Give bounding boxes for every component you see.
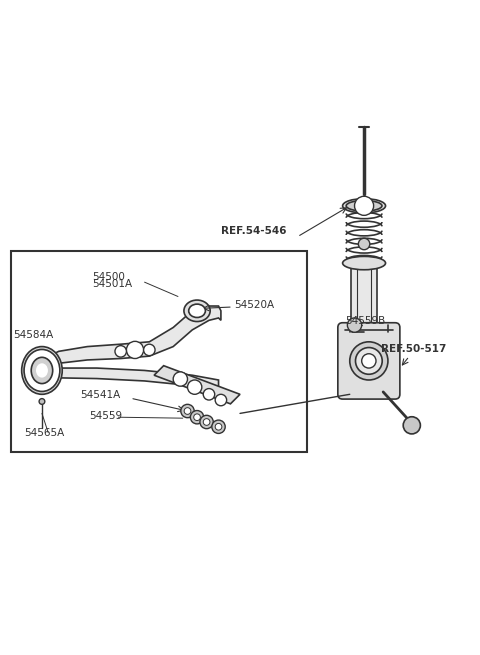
Text: 54559: 54559 — [90, 411, 123, 421]
Ellipse shape — [343, 198, 385, 213]
Ellipse shape — [346, 200, 382, 211]
Text: 54500: 54500 — [92, 272, 125, 282]
Ellipse shape — [343, 256, 385, 270]
Circle shape — [184, 407, 191, 415]
Polygon shape — [154, 365, 240, 404]
Circle shape — [200, 415, 213, 428]
Text: 54559B: 54559B — [345, 316, 385, 326]
Circle shape — [362, 354, 376, 368]
Bar — [11, 251, 307, 451]
Circle shape — [348, 318, 362, 332]
Circle shape — [359, 238, 370, 250]
Circle shape — [126, 341, 144, 358]
Polygon shape — [44, 368, 218, 390]
Circle shape — [215, 423, 222, 430]
Circle shape — [191, 411, 204, 424]
Text: 54520A: 54520A — [234, 301, 274, 310]
Circle shape — [355, 196, 373, 215]
Circle shape — [181, 404, 194, 418]
Ellipse shape — [24, 350, 60, 392]
Text: 54501A: 54501A — [92, 279, 132, 289]
FancyBboxPatch shape — [338, 323, 400, 399]
Circle shape — [194, 414, 200, 421]
Ellipse shape — [36, 364, 48, 378]
Circle shape — [403, 417, 420, 434]
Circle shape — [188, 380, 202, 394]
Circle shape — [215, 394, 227, 405]
Ellipse shape — [31, 358, 53, 384]
Text: REF.50-517: REF.50-517 — [381, 345, 446, 354]
Circle shape — [203, 388, 215, 400]
Text: 54584A: 54584A — [13, 330, 54, 340]
Circle shape — [203, 419, 210, 425]
Circle shape — [115, 346, 126, 357]
Ellipse shape — [189, 304, 205, 318]
Circle shape — [212, 420, 225, 434]
Ellipse shape — [184, 300, 210, 322]
Polygon shape — [44, 306, 221, 368]
Circle shape — [173, 372, 188, 386]
Circle shape — [350, 342, 388, 380]
Circle shape — [144, 345, 155, 356]
Bar — [351, 263, 377, 332]
Text: 54541A: 54541A — [80, 390, 120, 400]
Ellipse shape — [22, 346, 62, 394]
Text: REF.54-546: REF.54-546 — [221, 227, 287, 236]
Ellipse shape — [39, 399, 45, 404]
Text: 54565A: 54565A — [24, 428, 64, 438]
Circle shape — [356, 348, 382, 374]
